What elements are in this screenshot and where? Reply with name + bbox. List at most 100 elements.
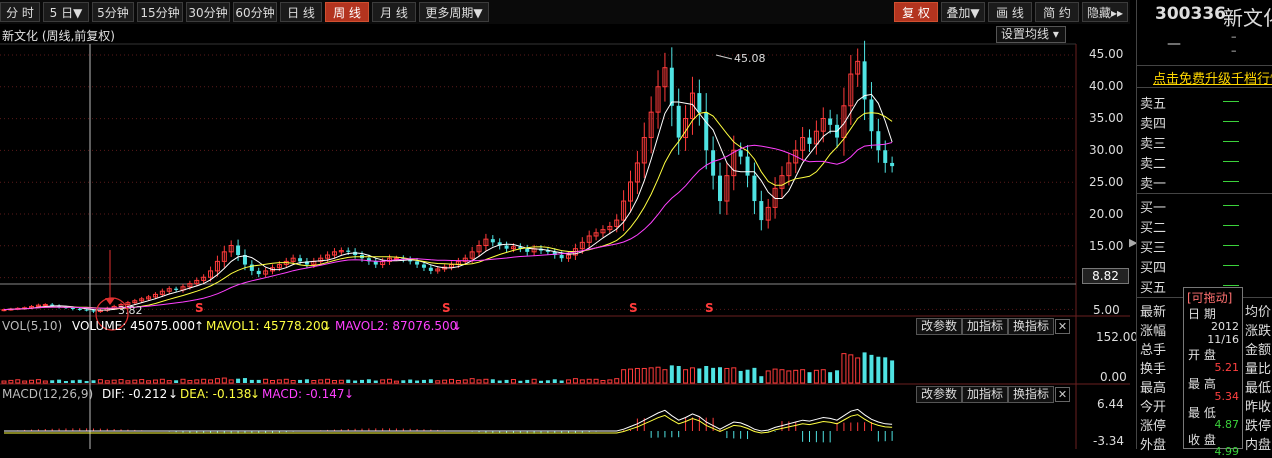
tab-weekly[interactable]: 周 线 — [325, 2, 369, 22]
volume-bar — [772, 368, 778, 384]
volume-bar — [711, 367, 716, 383]
volume-bar — [338, 379, 344, 384]
volume-bar — [820, 369, 826, 384]
tab-30min[interactable]: 30分钟 — [186, 2, 230, 22]
volume-bar — [759, 376, 764, 383]
tooltip-close-label: 收 盘 — [1188, 433, 1216, 447]
tab-5min[interactable]: 5分钟 — [92, 2, 134, 22]
volume-bar — [298, 379, 303, 383]
candle-body-down — [70, 307, 75, 309]
candle-body-down — [890, 162, 895, 167]
volume-bar — [325, 378, 331, 384]
price-placeholder: — — [1167, 36, 1181, 52]
close-icon[interactable]: ✕ — [1055, 387, 1070, 402]
volume-bar — [641, 367, 647, 384]
candle-body-up — [641, 137, 647, 164]
change-params-button[interactable]: 改参数 — [916, 386, 963, 403]
candle-body-down — [490, 239, 495, 243]
collapse-panel-icon[interactable]: ▶ — [1129, 236, 1138, 249]
tab-5day[interactable]: 5 日▼ — [43, 2, 89, 22]
price-tick: 5.00 — [1093, 303, 1120, 317]
macd-arrow: ↓ — [344, 387, 355, 401]
volume-bar — [793, 369, 799, 384]
candle-body-down — [669, 67, 674, 106]
candle-body-up — [118, 304, 124, 307]
tab-daily[interactable]: 日 线 — [280, 2, 322, 22]
candle-body-down — [862, 61, 867, 100]
adjust-button[interactable]: 复 权 — [894, 2, 938, 22]
volume-bar — [91, 380, 96, 383]
candle-body-up — [221, 251, 227, 262]
candle-body-down — [738, 150, 743, 157]
candle-body-down — [415, 261, 420, 265]
volume-bar — [841, 353, 847, 384]
volume-bar — [566, 379, 572, 384]
volume-bar — [545, 380, 550, 383]
volume-bar — [242, 378, 247, 383]
volume-bar — [890, 360, 895, 383]
switch-indicator-button[interactable]: 换指标 — [1008, 386, 1055, 403]
tooltip-high-label: 最 高 — [1188, 377, 1216, 391]
more-periods-dropdown[interactable]: 更多周期▼ — [419, 2, 489, 22]
dea-value: DEA: -0.138 — [180, 387, 252, 401]
volume-bar — [449, 378, 454, 384]
ma-settings-button[interactable]: 设置均线 ▾ — [996, 26, 1066, 43]
price-tick: 40.00 — [1089, 79, 1124, 93]
close-icon[interactable]: ✕ — [1055, 319, 1070, 334]
stat-turnover-label: 换手 — [1140, 362, 1167, 377]
candle-body-down — [428, 267, 433, 271]
switch-indicator-button[interactable]: 换指标 — [1008, 318, 1055, 335]
tab-60min[interactable]: 60分钟 — [233, 2, 277, 22]
volume-bar — [35, 379, 41, 384]
add-indicator-button[interactable]: 加指标 — [962, 318, 1009, 335]
price-tick: 15.00 — [1089, 239, 1124, 253]
candle-body-up — [724, 175, 730, 202]
volume-bar — [111, 379, 117, 384]
candle-body-up — [125, 302, 131, 306]
volume-bar — [304, 379, 309, 383]
change-params-button[interactable]: 改参数 — [916, 318, 963, 335]
stat-avg-label: 均价 — [1245, 305, 1272, 320]
volume-bar — [214, 378, 220, 384]
volume-bar — [421, 379, 426, 383]
draw-line-button[interactable]: 画 线 — [988, 2, 1032, 22]
volume-bar — [497, 380, 502, 383]
high-annotation-pointer — [715, 54, 733, 60]
candle-body-up — [779, 175, 785, 189]
volume-bar — [442, 379, 448, 384]
volume-bar — [593, 378, 599, 384]
bid-2-label: 买二 — [1140, 221, 1167, 236]
dif-value: DIF: -0.212 — [102, 387, 168, 401]
volume-bar — [221, 377, 227, 384]
stat-limit-down-label: 跌停 — [1245, 419, 1272, 434]
upgrade-link[interactable]: 点击免费升级千档行情 — [1153, 72, 1272, 87]
candle-body-down — [704, 112, 709, 151]
candle-info-tooltip[interactable]: [可拖动] 日 期 2012 11/16 开 盘 5.21 最 高 5.34 最… — [1183, 287, 1243, 458]
candle-body-up — [765, 206, 771, 221]
candle-body-up — [159, 290, 165, 295]
volume-bar — [689, 367, 695, 384]
add-indicator-button[interactable]: 加指标 — [962, 386, 1009, 403]
simple-mode-button[interactable]: 简 约 — [1035, 2, 1079, 22]
candle-body-up — [476, 245, 482, 253]
hide-panel-button[interactable]: 隐藏▸▸ — [1082, 2, 1128, 22]
bid-3-label: 买三 — [1140, 241, 1167, 256]
candle-body-up — [566, 254, 572, 259]
candle-body-up — [331, 251, 337, 256]
candle-body-up — [593, 232, 599, 237]
candle-body-down — [174, 288, 179, 290]
volume-bar — [42, 380, 48, 384]
tab-15min[interactable]: 15分钟 — [137, 2, 183, 22]
volume-bar — [697, 368, 702, 383]
candle-body-down — [236, 245, 241, 256]
volume-bar — [476, 379, 482, 384]
candle-body-up — [648, 111, 654, 139]
volume-arrow: ↑ — [194, 319, 205, 333]
tooltip-drag-handle[interactable]: [可拖动] — [1187, 291, 1233, 305]
volume-bar — [15, 379, 21, 384]
candle-body-up — [146, 296, 152, 300]
volume-bar — [559, 380, 564, 383]
tab-intraday[interactable]: 分 时 — [0, 2, 40, 22]
tab-monthly[interactable]: 月 线 — [372, 2, 416, 22]
overlay-dropdown[interactable]: 叠加▼ — [941, 2, 985, 22]
